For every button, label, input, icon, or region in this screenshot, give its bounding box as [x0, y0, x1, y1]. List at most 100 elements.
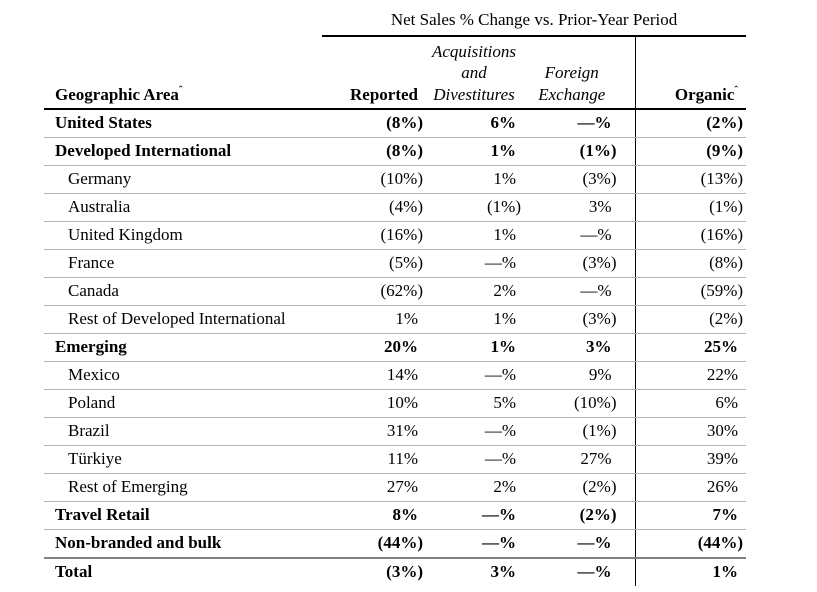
cell-foreign-exchange: —%	[527, 529, 636, 559]
cell-reported: (3%)	[386, 562, 423, 582]
cell-foreign-exchange: (10%)	[527, 389, 636, 418]
row-label: Rest of Emerging	[44, 473, 322, 502]
table-row: Australia (4%) (1%) 3% (1%)	[44, 193, 747, 222]
table-row: Mexico 14% —% 9% 22%	[44, 361, 747, 390]
table-row: Rest of Developed International 1% 1% (3…	[44, 305, 747, 334]
cell-reported: 8%	[322, 501, 429, 530]
cell-reported: 27%	[322, 473, 429, 502]
cell-acquisitions-divestitures: —%	[429, 361, 527, 390]
column-header-foreign-exchange: Foreign Exchange	[527, 36, 636, 110]
row-label: Germany	[44, 165, 322, 194]
cell-foreign-exchange: 9%	[527, 361, 636, 390]
caret-superscript: ˆ	[734, 83, 739, 96]
cell-reported: 1%	[322, 305, 429, 334]
table-row: Türkiye 11% —% 27% 39%	[44, 445, 747, 474]
cell-foreign-exchange: (3%)	[527, 165, 636, 194]
cell-organic: 7%	[635, 501, 747, 530]
table-row: Total (3%) 3% —% 1%	[44, 557, 746, 586]
cell-reported: (8%)	[322, 108, 429, 138]
cell-foreign-exchange: —%	[527, 277, 636, 306]
cell-reported: 10%	[322, 389, 429, 418]
cell-foreign-exchange: (2%)	[527, 501, 636, 530]
table-row: Rest of Emerging 27% 2% (2%) 26%	[44, 473, 747, 502]
row-label: Travel Retail	[44, 501, 322, 530]
net-sales-table: Net Sales % Change vs. Prior-Year Period…	[44, 10, 747, 586]
cell-organic: 6%	[635, 389, 747, 418]
caret-superscript: ˆ	[178, 83, 183, 96]
cell-organic: (1%)	[635, 193, 747, 222]
cell-reported: (62%)	[322, 277, 429, 306]
cell-organic: (13%)	[635, 165, 747, 194]
cell-acquisitions-divestitures: 1%	[429, 305, 527, 334]
table-row: France (5%) —% (3%) (8%)	[44, 249, 747, 278]
cell-reported: 14%	[322, 361, 429, 390]
row-label: Türkiye	[44, 445, 322, 474]
table-row: Emerging 20% 1% 3% 25%	[44, 333, 747, 362]
cell-acquisitions-divestitures: —%	[429, 249, 527, 278]
cell-organic: (59%)	[635, 277, 747, 306]
header-row: Geographic Areaˆ Reported Acquisitions a…	[44, 36, 747, 110]
row-label: Emerging	[44, 333, 322, 362]
cell-reported: (5%)	[322, 249, 429, 278]
column-header-organic: Organicˆ	[635, 36, 747, 110]
cell-acquisitions-divestitures: —%	[429, 501, 527, 530]
cell-organic: (16%)	[635, 221, 747, 250]
cell-foreign-exchange: (1%)	[527, 137, 636, 166]
cell-organic: (2%)	[635, 108, 747, 138]
table-row: Canada (62%) 2% —% (59%)	[44, 277, 747, 306]
table-body: United States (8%) 6% —% (2%) Developed …	[44, 108, 747, 586]
cell-organic: (8%)	[635, 249, 747, 278]
table-row: Poland 10% 5% (10%) 6%	[44, 389, 747, 418]
table-row: Developed International (8%) 1% (1%) (9%…	[44, 137, 747, 166]
row-label: Mexico	[44, 361, 322, 390]
title-spacer	[44, 10, 322, 36]
table-row: Non-branded and bulk (44%) —% —% (44%)	[44, 529, 747, 559]
cell-acquisitions-divestitures: 2%	[429, 277, 527, 306]
table-row: Germany (10%) 1% (3%) (13%)	[44, 165, 747, 194]
cell-foreign-exchange: (3%)	[527, 305, 636, 334]
cell-acquisitions-divestitures: (1%)	[429, 193, 527, 222]
cell-organic: 1%	[712, 562, 739, 582]
table-row: United Kingdom (16%) 1% —% (16%)	[44, 221, 747, 250]
cell-acquisitions-divestitures: 1%	[429, 333, 527, 362]
cell-organic: 39%	[635, 445, 747, 474]
row-label: United States	[44, 108, 322, 138]
column-header-geographic-area-label: Geographic Area	[55, 84, 179, 104]
cell-reported: (8%)	[322, 137, 429, 166]
table-row: Brazil 31% —% (1%) 30%	[44, 417, 747, 446]
cell-reported: (10%)	[322, 165, 429, 194]
cell-reported: (16%)	[322, 221, 429, 250]
column-header-acquisitions-divestitures: Acquisitions and Divestitures	[429, 36, 527, 110]
cell-foreign-exchange: 3%	[527, 193, 636, 222]
column-header-reported: Reported	[322, 36, 429, 110]
cell-organic: 22%	[635, 361, 747, 390]
cell-acquisitions-divestitures: 3%	[490, 562, 517, 582]
cell-foreign-exchange: (3%)	[527, 249, 636, 278]
cell-reported: 20%	[322, 333, 429, 362]
cell-foreign-exchange: 3%	[527, 333, 636, 362]
table-row: United States (8%) 6% —% (2%)	[44, 108, 747, 138]
row-label: Rest of Developed International	[44, 305, 322, 334]
title-row: Net Sales % Change vs. Prior-Year Period	[44, 10, 747, 37]
cell-organic: (9%)	[635, 137, 747, 166]
cell-foreign-exchange: (2%)	[527, 473, 636, 502]
cell-organic: (2%)	[635, 305, 747, 334]
cell-acquisitions-divestitures: 1%	[429, 165, 527, 194]
row-label: Brazil	[44, 417, 322, 446]
row-label: Australia	[44, 193, 322, 222]
row-label: France	[44, 249, 322, 278]
cell-foreign-exchange: (1%)	[527, 417, 636, 446]
cell-acquisitions-divestitures: 5%	[429, 389, 527, 418]
cell-reported: (4%)	[322, 193, 429, 222]
cell-acquisitions-divestitures: —%	[429, 529, 527, 559]
cell-foreign-exchange: 27%	[527, 445, 636, 474]
cell-acquisitions-divestitures: 1%	[429, 137, 527, 166]
row-label: Developed International	[44, 137, 322, 166]
cell-organic: 26%	[635, 473, 747, 502]
cell-reported: (44%)	[322, 529, 429, 559]
cell-acquisitions-divestitures: 2%	[429, 473, 527, 502]
row-label: United Kingdom	[44, 221, 322, 250]
cell-foreign-exchange: —%	[527, 221, 636, 250]
row-label: Canada	[44, 277, 322, 306]
cell-acquisitions-divestitures: —%	[429, 445, 527, 474]
